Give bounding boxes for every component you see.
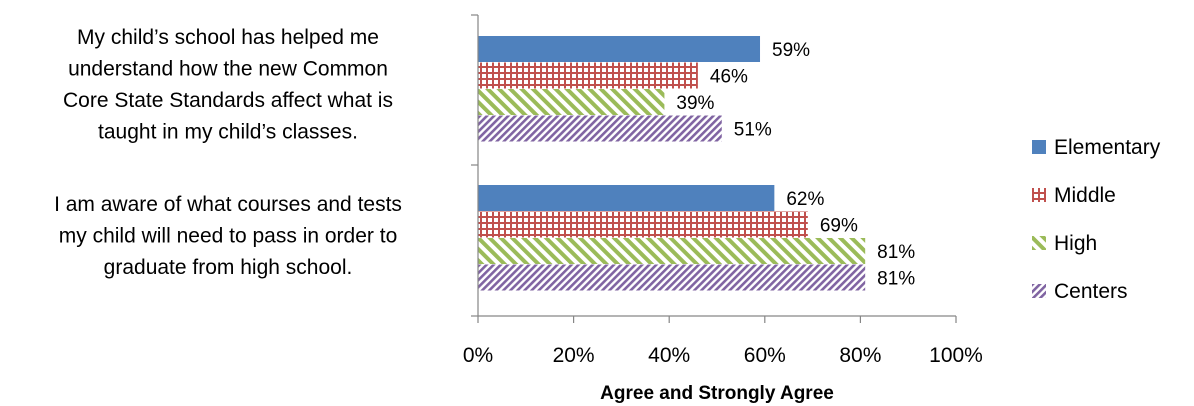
data-label-centers-2: 81% bbox=[877, 269, 915, 290]
data-labels: 59% 46% 39% 51% 62% 69% 81% 81% bbox=[676, 40, 915, 290]
x-tick-label-5: 80% bbox=[839, 344, 881, 367]
data-label-centers-1: 51% bbox=[734, 120, 772, 141]
legend-swatch-elementary bbox=[1032, 140, 1046, 154]
axes bbox=[471, 14, 957, 323]
x-axis-title: Agree and Strongly Agree bbox=[600, 383, 834, 404]
legend-swatch-centers bbox=[1032, 284, 1046, 298]
category-labels: My child’s school has helped me understan… bbox=[54, 26, 402, 279]
bar-middle-1 bbox=[478, 62, 698, 89]
legend-swatch-middle bbox=[1032, 188, 1046, 202]
category-label-2-line-1: I am aware of what courses and tests bbox=[54, 193, 402, 216]
x-tick-label-1: 0% bbox=[463, 344, 493, 367]
data-label-high-2: 81% bbox=[877, 242, 915, 263]
bars bbox=[478, 36, 866, 291]
data-label-high-1: 39% bbox=[676, 93, 714, 114]
data-label-elementary-1: 59% bbox=[772, 40, 810, 61]
x-tick-label-2: 20% bbox=[553, 344, 595, 367]
category-label-2-line-3: graduate from high school. bbox=[104, 256, 353, 279]
bar-elementary-1 bbox=[478, 36, 761, 62]
data-label-middle-1: 46% bbox=[710, 67, 748, 88]
x-tick-label-6: 100% bbox=[929, 344, 983, 367]
legend-label-middle: Middle bbox=[1054, 184, 1116, 207]
legend-swatch-high bbox=[1032, 236, 1046, 250]
bar-high-2 bbox=[478, 238, 866, 264]
data-label-middle-2: 69% bbox=[820, 216, 858, 237]
bar-middle-2 bbox=[478, 211, 808, 238]
data-label-elementary-2: 62% bbox=[786, 189, 824, 210]
bar-high-1 bbox=[478, 89, 665, 115]
bar-elementary-2 bbox=[478, 185, 775, 211]
legend-label-elementary: Elementary bbox=[1054, 136, 1161, 159]
category-label-1-line-2: understand how the new Common bbox=[68, 58, 388, 81]
category-label-2-line-2: my child will need to pass in order to bbox=[59, 225, 398, 248]
category-label-1-line-1: My child’s school has helped me bbox=[77, 26, 379, 49]
bar-centers-1 bbox=[478, 115, 722, 142]
category-label-1-line-3: Core State Standards affect what is bbox=[63, 89, 393, 112]
legend: Elementary Middle High Centers bbox=[1032, 136, 1161, 303]
x-tick-label-4: 60% bbox=[744, 344, 786, 367]
x-tick-label-3: 40% bbox=[648, 344, 690, 367]
category-label-1-line-4: taught in my child’s classes. bbox=[98, 121, 358, 144]
x-tick-labels: 0% 20% 40% 60% 80% 100% bbox=[463, 344, 983, 367]
legend-label-centers: Centers bbox=[1054, 280, 1128, 303]
legend-label-high: High bbox=[1054, 232, 1097, 255]
bar-centers-2 bbox=[478, 264, 866, 291]
